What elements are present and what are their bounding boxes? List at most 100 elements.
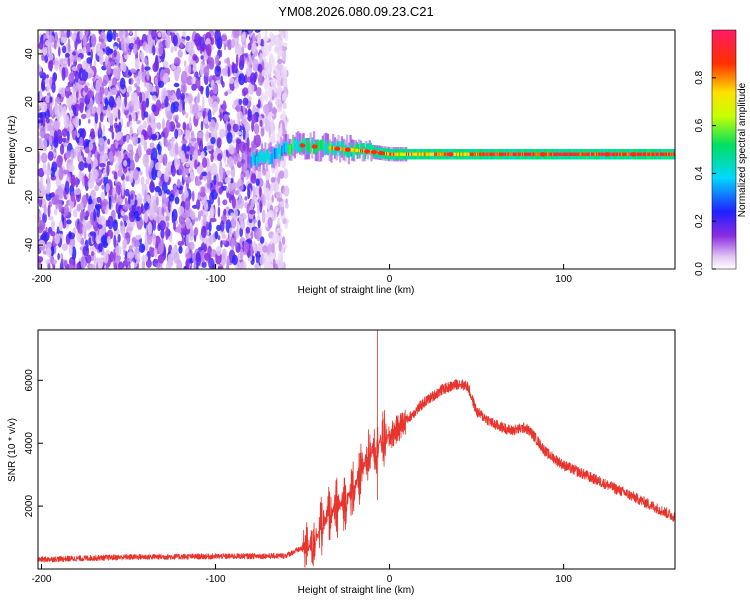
noise-speckle xyxy=(222,199,228,206)
noise-speckle xyxy=(208,221,212,233)
band-peak xyxy=(549,152,551,156)
band-peak xyxy=(357,148,360,153)
noise-speckle xyxy=(206,171,212,184)
noise-speckle xyxy=(65,150,71,159)
noise-speckle xyxy=(119,77,126,90)
noise-speckle xyxy=(228,144,235,155)
colorbar-ticks: 0.0 0.2 0.4 0.6 0.8 xyxy=(694,70,716,276)
noise-speckle xyxy=(121,210,125,217)
noise-speckle xyxy=(117,213,121,220)
noise-speckle xyxy=(67,131,70,141)
band-peak xyxy=(665,152,668,156)
band-core xyxy=(265,150,268,161)
noise-speckle xyxy=(255,178,260,186)
band-peak xyxy=(399,152,402,156)
noise-speckle xyxy=(168,121,176,132)
noise-speckle xyxy=(129,213,136,223)
noise-speckle xyxy=(67,38,71,53)
noise-speckle xyxy=(282,218,287,225)
noise-speckle xyxy=(225,169,231,176)
noise-speckle xyxy=(157,170,162,178)
noise-speckle xyxy=(227,65,230,78)
band-peak xyxy=(583,152,585,156)
noise-speckle xyxy=(132,112,136,123)
noise-speckle xyxy=(113,248,116,263)
noise-speckle xyxy=(226,131,233,144)
noise-speckle xyxy=(162,153,168,166)
band-peak xyxy=(671,152,673,156)
band-peak xyxy=(505,152,507,156)
noise-speckle xyxy=(188,241,195,251)
band-peak xyxy=(528,152,530,156)
noise-speckle xyxy=(248,209,256,215)
band-peak xyxy=(495,152,498,156)
noise-speckle xyxy=(70,174,76,188)
noise-speckle xyxy=(237,156,242,163)
band-peak xyxy=(501,152,503,156)
noise-speckle xyxy=(271,242,275,254)
noise-speckle xyxy=(222,100,227,113)
band-peak xyxy=(518,152,521,156)
band-peak xyxy=(475,152,478,156)
band-peak xyxy=(506,152,508,156)
noise-speckle xyxy=(130,92,135,105)
noise-speckle xyxy=(107,215,114,230)
noise-speckle xyxy=(85,210,90,218)
noise-speckle xyxy=(155,215,160,224)
noise-speckle xyxy=(98,137,105,146)
noise-speckle xyxy=(174,128,179,140)
noise-speckle xyxy=(163,76,166,83)
noise-speckle xyxy=(95,91,101,105)
noise-speckle xyxy=(219,111,223,122)
noise-speckle xyxy=(66,30,70,39)
band-peak xyxy=(466,152,468,156)
noise-speckle xyxy=(261,92,266,102)
band-peak xyxy=(664,152,667,156)
noise-speckle xyxy=(200,120,204,131)
band-core xyxy=(346,146,349,158)
x-tick-label: 0 xyxy=(387,574,393,585)
band-peak xyxy=(425,152,428,156)
noise-speckle xyxy=(106,164,110,177)
noise-speckle xyxy=(144,44,151,53)
band-peak xyxy=(471,152,474,156)
band-core xyxy=(271,153,273,164)
noise-speckle xyxy=(157,242,164,255)
band-peak xyxy=(519,152,522,156)
noise-speckle xyxy=(42,114,46,127)
band-core xyxy=(262,151,265,163)
band-peak xyxy=(473,152,476,156)
spectrogram-x-ticks: -200 -100 0 100 xyxy=(31,264,572,285)
noise-speckle xyxy=(85,109,91,119)
band-peak xyxy=(654,152,656,156)
noise-speckle xyxy=(68,164,75,173)
noise-speckle xyxy=(166,206,169,217)
noise-speckle xyxy=(106,111,111,118)
band-peak xyxy=(638,152,641,156)
y-tick-label: 4000 xyxy=(24,432,35,455)
noise-speckle xyxy=(156,143,161,151)
noise-speckle xyxy=(38,138,43,150)
noise-speckle xyxy=(138,243,146,253)
noise-speckle xyxy=(111,87,118,96)
noise-speckle xyxy=(39,88,43,101)
noise-speckle xyxy=(247,82,255,95)
band-peak xyxy=(342,147,344,151)
noise-speckle xyxy=(104,87,109,96)
band-core xyxy=(260,149,262,160)
noise-speckle xyxy=(140,176,145,187)
band-peak xyxy=(436,152,438,156)
band-peak xyxy=(417,152,419,156)
band-peak xyxy=(441,152,443,156)
noise-speckle xyxy=(49,96,53,102)
band-peak xyxy=(535,152,537,156)
noise-speckle xyxy=(129,126,133,141)
noise-speckle xyxy=(185,99,188,104)
band-halo xyxy=(245,149,248,171)
noise-speckle xyxy=(53,194,60,205)
noise-speckle xyxy=(238,192,242,199)
band-core xyxy=(365,143,368,155)
band-peak xyxy=(670,152,672,156)
noise-speckle xyxy=(229,195,235,201)
noise-speckle xyxy=(220,75,223,85)
